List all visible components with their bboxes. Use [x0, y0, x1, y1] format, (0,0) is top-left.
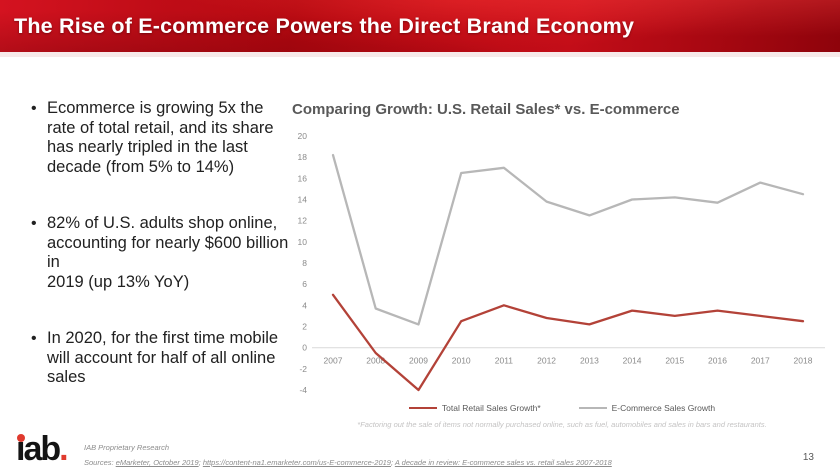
source-link-url[interactable]: https://content-na1.emarketer.com/us-E-c…: [202, 458, 391, 467]
chart-title: Comparing Growth: U.S. Retail Sales* vs.…: [292, 101, 680, 118]
legend-label: E-Commerce Sales Growth: [611, 403, 716, 413]
svg-text:2008: 2008: [366, 356, 385, 366]
iab-logo-period: .: [59, 430, 69, 468]
svg-text:-2: -2: [299, 364, 307, 374]
svg-text:20: 20: [298, 131, 308, 141]
svg-text:18: 18: [298, 152, 308, 162]
svg-text:2010: 2010: [452, 356, 471, 366]
slide-header-banner: The Rise of E-commerce Powers the Direct…: [0, 0, 840, 52]
svg-text:2009: 2009: [409, 356, 428, 366]
chart-footnote: *Factoring out the sale of items not nor…: [357, 420, 767, 429]
svg-text:12: 12: [298, 216, 308, 226]
svg-text:6: 6: [302, 279, 307, 289]
bullet-item-adults-shop-online: 82% of U.S. adults shop online, accounti…: [31, 214, 292, 292]
svg-text:4: 4: [302, 300, 307, 310]
bullet-list: Ecommerce is growing 5x the rate of tota…: [30, 99, 292, 388]
legend-label: Total Retail Sales Growth*: [441, 403, 541, 413]
header-bottom-strip: [0, 52, 840, 57]
svg-text:-4: -4: [299, 385, 307, 395]
svg-text:2007: 2007: [324, 356, 343, 366]
chart-legend: Total Retail Sales Growth* E-Commerce Sal…: [292, 403, 832, 413]
svg-text:2012: 2012: [537, 356, 556, 366]
svg-text:2015: 2015: [665, 356, 684, 366]
source-link-decade-review[interactable]: A decade in review: E-commerce sales vs.…: [394, 458, 612, 467]
legend-item: Total Retail Sales Growth*: [408, 403, 541, 413]
legend-item: E-Commerce Sales Growth: [578, 403, 716, 413]
slide-title: The Rise of E-commerce Powers the Direct…: [14, 14, 635, 38]
proprietary-note: IAB Proprietary Research: [84, 443, 170, 452]
svg-text:0: 0: [302, 343, 307, 353]
chart-panel: Comparing Growth: U.S. Retail Sales* vs.…: [292, 101, 832, 429]
sources-line: Sources: eMarketer, October 2019; https:…: [84, 458, 612, 467]
legend-line-swatch: [578, 406, 607, 410]
sources-prefix: Sources:: [84, 458, 116, 467]
svg-text:2018: 2018: [794, 356, 813, 366]
svg-text:14: 14: [298, 195, 308, 205]
svg-text:2016: 2016: [708, 356, 727, 366]
source-link-emarketer[interactable]: eMarketer, October 2019: [115, 458, 199, 467]
svg-text:10: 10: [298, 237, 308, 247]
legend-line-swatch: [408, 406, 437, 410]
svg-text:2013: 2013: [580, 356, 599, 366]
svg-text:8: 8: [302, 258, 307, 268]
svg-text:2011: 2011: [495, 356, 514, 366]
sources-separator: ;: [390, 458, 395, 467]
iab-logo-dot-icon: [17, 434, 25, 442]
iab-logo: ıab.: [16, 430, 80, 468]
bullet-item-ecommerce-growth: Ecommerce is growing 5x the rate of tota…: [31, 99, 292, 177]
svg-text:2017: 2017: [751, 356, 770, 366]
svg-text:16: 16: [298, 173, 308, 183]
footer-text-block: IAB Proprietary Research Sources: eMarke…: [84, 443, 612, 467]
sources-separator: ;: [198, 458, 203, 467]
page-number: 13: [802, 452, 814, 463]
svg-text:2014: 2014: [623, 356, 642, 366]
svg-text:2: 2: [302, 322, 307, 332]
bullet-item-mobile-sales: In 2020, for the first time mobile will …: [31, 329, 292, 388]
